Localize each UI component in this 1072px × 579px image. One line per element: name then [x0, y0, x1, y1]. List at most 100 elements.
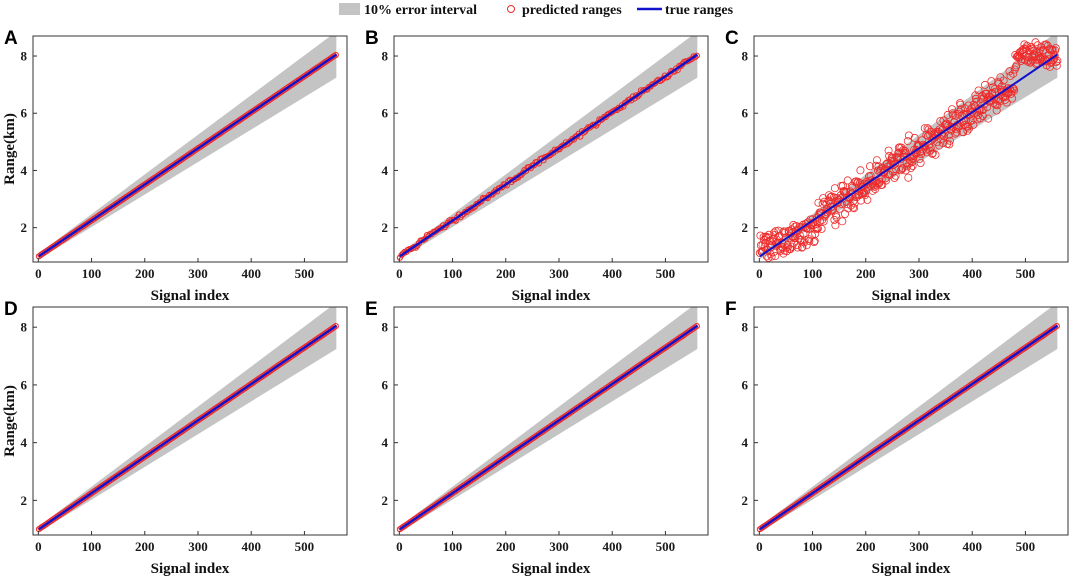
- predicted-point: [952, 124, 961, 133]
- predicted-point: [786, 245, 795, 254]
- predicted-point: [863, 195, 872, 204]
- y-tick-label: 2: [382, 220, 389, 235]
- predicted-point: [771, 252, 780, 261]
- plot-area: [35, 36, 339, 260]
- predicted-markers: [396, 323, 700, 533]
- predicted-point: [1051, 44, 1060, 53]
- predicted-point: [814, 198, 823, 207]
- panel-letter: C: [725, 28, 739, 49]
- predicted-point: [984, 114, 993, 123]
- legend-band-swatch: [339, 3, 360, 15]
- predicted-markers: [35, 323, 339, 533]
- y-tick-label: 4: [21, 435, 28, 450]
- plot-area: [396, 307, 700, 533]
- legend-true-label: true ranges: [665, 3, 734, 18]
- x-tick-label: 300: [549, 539, 569, 554]
- x-tick-label: 500: [295, 539, 315, 554]
- predicted-point: [1052, 58, 1061, 67]
- x-tick-label: 400: [962, 539, 982, 554]
- x-tick-label: 300: [188, 539, 208, 554]
- predicted-point: [830, 215, 839, 224]
- true-line: [399, 324, 699, 531]
- predicted-point: [884, 170, 893, 179]
- x-tick-label: 300: [549, 266, 569, 281]
- predicted-point: [992, 106, 1001, 115]
- x-tick-label: 0: [756, 266, 763, 281]
- legend-predicted-label: predicted ranges: [522, 3, 622, 18]
- predicted-point: [797, 243, 806, 252]
- predicted-point: [860, 188, 869, 197]
- predicted-point: [817, 224, 826, 233]
- predicted-point: [989, 83, 998, 92]
- predicted-point: [999, 76, 1008, 85]
- y-tick-label: 6: [21, 377, 28, 392]
- x-tick-label: 500: [1016, 539, 1036, 554]
- predicted-point: [1050, 51, 1059, 60]
- predicted-point: [805, 237, 814, 246]
- x-axis-title: Signal index: [872, 288, 951, 304]
- predicted-point: [398, 252, 405, 259]
- x-tick-label: 500: [1016, 266, 1036, 281]
- predicted-point: [910, 133, 919, 142]
- predicted-point: [932, 132, 941, 141]
- predicted-point: [882, 176, 891, 185]
- x-tick-label: 100: [82, 266, 102, 281]
- predicted-point: [884, 146, 893, 155]
- axes-box: [32, 306, 348, 536]
- axes-box: [753, 306, 1069, 536]
- x-tick-label: 0: [756, 539, 763, 554]
- predicted-point: [871, 185, 880, 194]
- y-tick-label: 8: [21, 320, 28, 335]
- x-tick-label: 500: [656, 539, 676, 554]
- plot-area: [756, 307, 1060, 533]
- x-tick-label: 0: [396, 266, 403, 281]
- predicted-point: [844, 204, 853, 213]
- predicted-point: [760, 242, 769, 251]
- predicted-point: [677, 62, 685, 70]
- x-axis-title: Signal index: [512, 561, 591, 577]
- predicted-point: [915, 154, 924, 163]
- x-tick-label: 0: [35, 539, 42, 554]
- predicted-point: [866, 162, 875, 171]
- y-tick-label: 4: [21, 163, 28, 178]
- predicted-point: [945, 136, 954, 145]
- y-tick-label: 6: [382, 106, 389, 121]
- x-tick-label: 100: [803, 266, 823, 281]
- predicted-point: [917, 150, 926, 159]
- true-line: [759, 324, 1059, 531]
- x-axis-title: Signal index: [512, 288, 591, 304]
- x-tick-label: 500: [656, 266, 676, 281]
- x-tick-label: 100: [803, 539, 823, 554]
- y-tick-label: 8: [382, 320, 389, 335]
- predicted-point: [843, 176, 852, 185]
- predicted-point: [835, 204, 844, 213]
- x-tick-label: 400: [602, 539, 622, 554]
- y-axis-title: Range(km): [2, 385, 18, 457]
- predicted-point: [841, 209, 850, 218]
- x-tick-label: 300: [909, 266, 929, 281]
- predicted-point: [788, 242, 797, 251]
- predicted-point: [943, 110, 952, 119]
- panel-f: 0 100 200 300 400 500 2 4 6 8 Signal index F: [725, 299, 1069, 577]
- panel-c: 0 100 200 300 400 500 2 4 6 8 Signal index C: [725, 28, 1069, 304]
- y-tick-label: 6: [21, 106, 28, 121]
- predicted-point: [978, 111, 987, 120]
- y-tick-label: 8: [742, 320, 749, 335]
- predicted-point: [948, 105, 957, 114]
- predicted-point: [957, 105, 966, 114]
- predicted-point: [896, 166, 905, 175]
- x-tick-label: 400: [241, 266, 261, 281]
- legend-predicted-marker: [507, 5, 515, 13]
- predicted-point: [795, 231, 804, 240]
- legend-band-label: 10% error interval: [364, 3, 477, 18]
- x-tick-label: 200: [135, 539, 155, 554]
- x-axis-title: Signal index: [151, 288, 230, 304]
- predicted-point: [1006, 71, 1015, 80]
- predicted-point: [1053, 56, 1062, 65]
- predicted-point: [928, 149, 937, 158]
- predicted-point: [872, 156, 881, 165]
- panel-e: 0 100 200 300 400 500 2 4 6 8 Signal index E: [365, 299, 709, 577]
- predicted-point: [963, 126, 972, 135]
- predicted-point: [928, 149, 937, 158]
- predicted-point: [793, 243, 802, 252]
